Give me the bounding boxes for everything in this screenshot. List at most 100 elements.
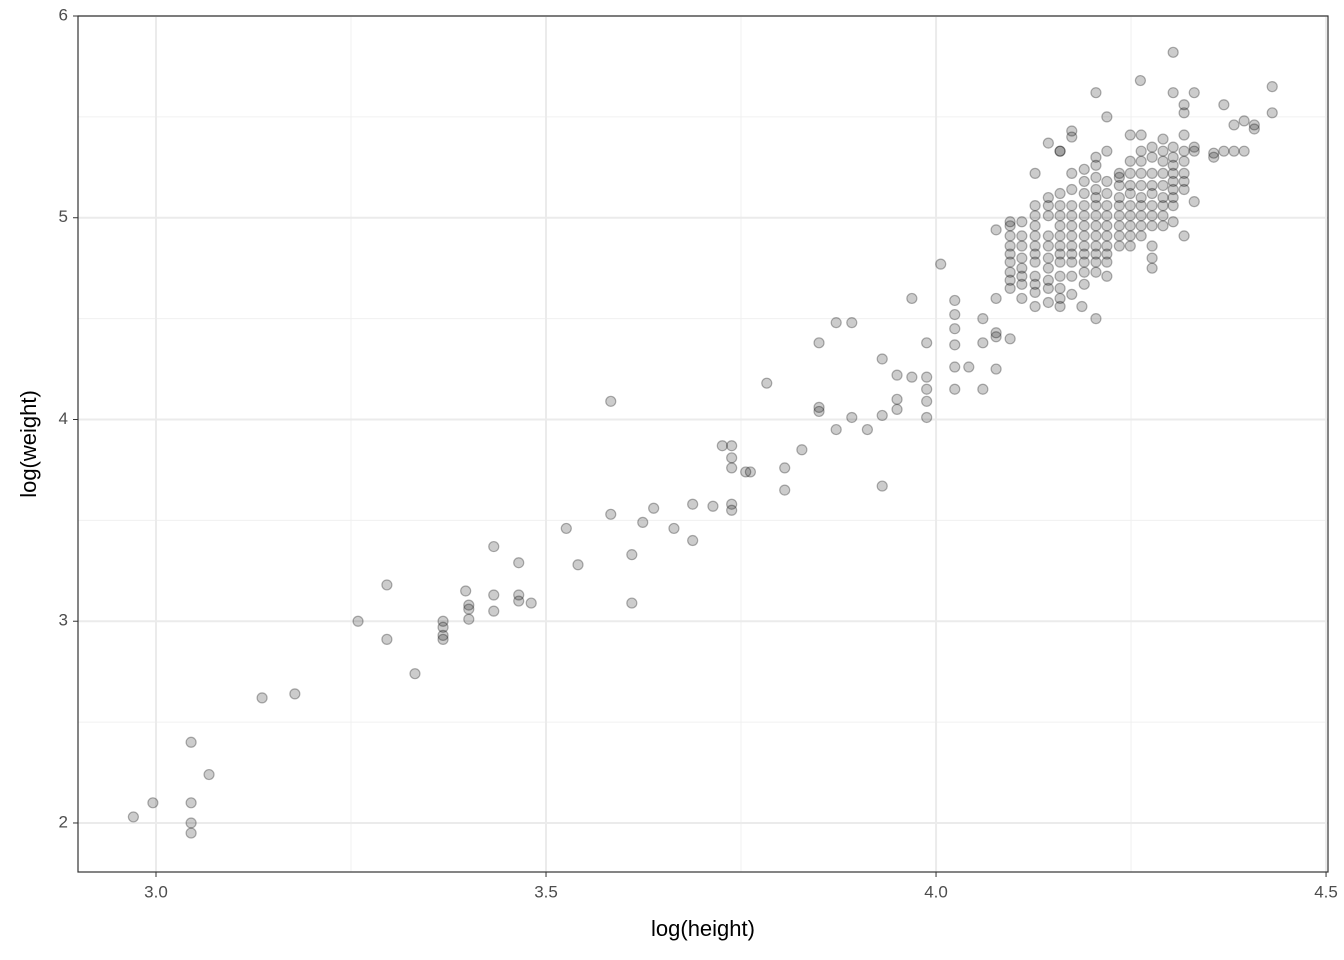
point bbox=[437, 621, 449, 633]
point bbox=[1090, 210, 1102, 222]
point bbox=[1146, 252, 1158, 264]
point bbox=[876, 480, 888, 492]
point bbox=[1101, 248, 1113, 260]
point bbox=[1124, 230, 1136, 242]
point bbox=[1146, 262, 1158, 274]
point bbox=[513, 595, 525, 607]
point bbox=[891, 393, 903, 405]
point bbox=[1066, 240, 1078, 252]
point bbox=[949, 294, 961, 307]
point bbox=[891, 369, 903, 381]
point bbox=[1124, 129, 1136, 141]
point bbox=[1054, 220, 1066, 232]
point bbox=[687, 534, 699, 547]
point bbox=[1178, 175, 1190, 188]
point bbox=[1054, 200, 1066, 212]
point bbox=[1066, 210, 1078, 222]
point bbox=[1101, 175, 1113, 188]
x-tick-label: 4.5 bbox=[1314, 882, 1338, 901]
point bbox=[626, 549, 638, 561]
point bbox=[1054, 210, 1066, 222]
point bbox=[488, 605, 500, 617]
point bbox=[1167, 200, 1179, 212]
point bbox=[1042, 240, 1054, 252]
point bbox=[796, 444, 808, 456]
point bbox=[381, 633, 393, 645]
point bbox=[1054, 256, 1066, 268]
point bbox=[637, 516, 649, 528]
point bbox=[572, 559, 584, 571]
point bbox=[861, 423, 873, 436]
point bbox=[1157, 220, 1169, 232]
point bbox=[1066, 256, 1078, 268]
point bbox=[463, 599, 475, 611]
point bbox=[256, 692, 268, 704]
point bbox=[1054, 282, 1066, 294]
point bbox=[1029, 300, 1041, 313]
point bbox=[1208, 151, 1220, 163]
point bbox=[1146, 220, 1158, 232]
point bbox=[1135, 210, 1147, 222]
point bbox=[185, 797, 197, 809]
point bbox=[1066, 183, 1078, 196]
point bbox=[1029, 248, 1041, 260]
point bbox=[1054, 248, 1066, 260]
point bbox=[1178, 107, 1190, 119]
point bbox=[1066, 288, 1078, 301]
point bbox=[1248, 119, 1260, 131]
point bbox=[437, 633, 449, 645]
point bbox=[1078, 256, 1090, 268]
point bbox=[409, 668, 421, 680]
point bbox=[1146, 179, 1158, 192]
point bbox=[1167, 46, 1179, 58]
point bbox=[1029, 200, 1041, 212]
y-axis-title: log(weight) bbox=[16, 390, 41, 498]
point bbox=[1101, 270, 1113, 282]
point bbox=[1113, 191, 1125, 204]
point bbox=[1113, 240, 1125, 252]
point bbox=[977, 383, 989, 395]
point bbox=[1157, 200, 1169, 212]
point bbox=[1178, 230, 1190, 242]
point bbox=[1029, 220, 1041, 232]
point bbox=[1016, 216, 1028, 228]
point bbox=[1042, 252, 1054, 264]
point bbox=[1042, 137, 1054, 149]
point bbox=[1066, 200, 1078, 212]
point bbox=[185, 736, 197, 748]
point bbox=[830, 423, 842, 436]
point bbox=[1113, 210, 1125, 222]
point bbox=[726, 504, 738, 516]
point bbox=[1146, 187, 1158, 200]
point bbox=[1090, 159, 1102, 171]
point bbox=[1124, 179, 1136, 192]
point bbox=[1146, 240, 1158, 252]
point bbox=[990, 224, 1002, 236]
point bbox=[813, 405, 825, 418]
point bbox=[1101, 111, 1113, 123]
point bbox=[891, 403, 903, 416]
point bbox=[1054, 230, 1066, 242]
point bbox=[1090, 256, 1102, 268]
point bbox=[1101, 256, 1113, 268]
point bbox=[1157, 133, 1169, 145]
point bbox=[1042, 296, 1054, 309]
point bbox=[1135, 155, 1147, 167]
point bbox=[460, 585, 472, 597]
y-tick-label: 5 bbox=[59, 207, 68, 226]
point bbox=[1101, 240, 1113, 252]
point bbox=[1078, 175, 1090, 188]
point bbox=[1266, 107, 1278, 119]
point bbox=[990, 327, 1002, 339]
point bbox=[1124, 200, 1136, 212]
point bbox=[1042, 210, 1054, 222]
point bbox=[1066, 270, 1078, 282]
point bbox=[289, 688, 301, 700]
point bbox=[1078, 220, 1090, 232]
point bbox=[1016, 252, 1028, 264]
point bbox=[1157, 167, 1169, 179]
point bbox=[1101, 200, 1113, 212]
point bbox=[1078, 187, 1090, 200]
point bbox=[560, 522, 572, 535]
point bbox=[935, 258, 947, 270]
